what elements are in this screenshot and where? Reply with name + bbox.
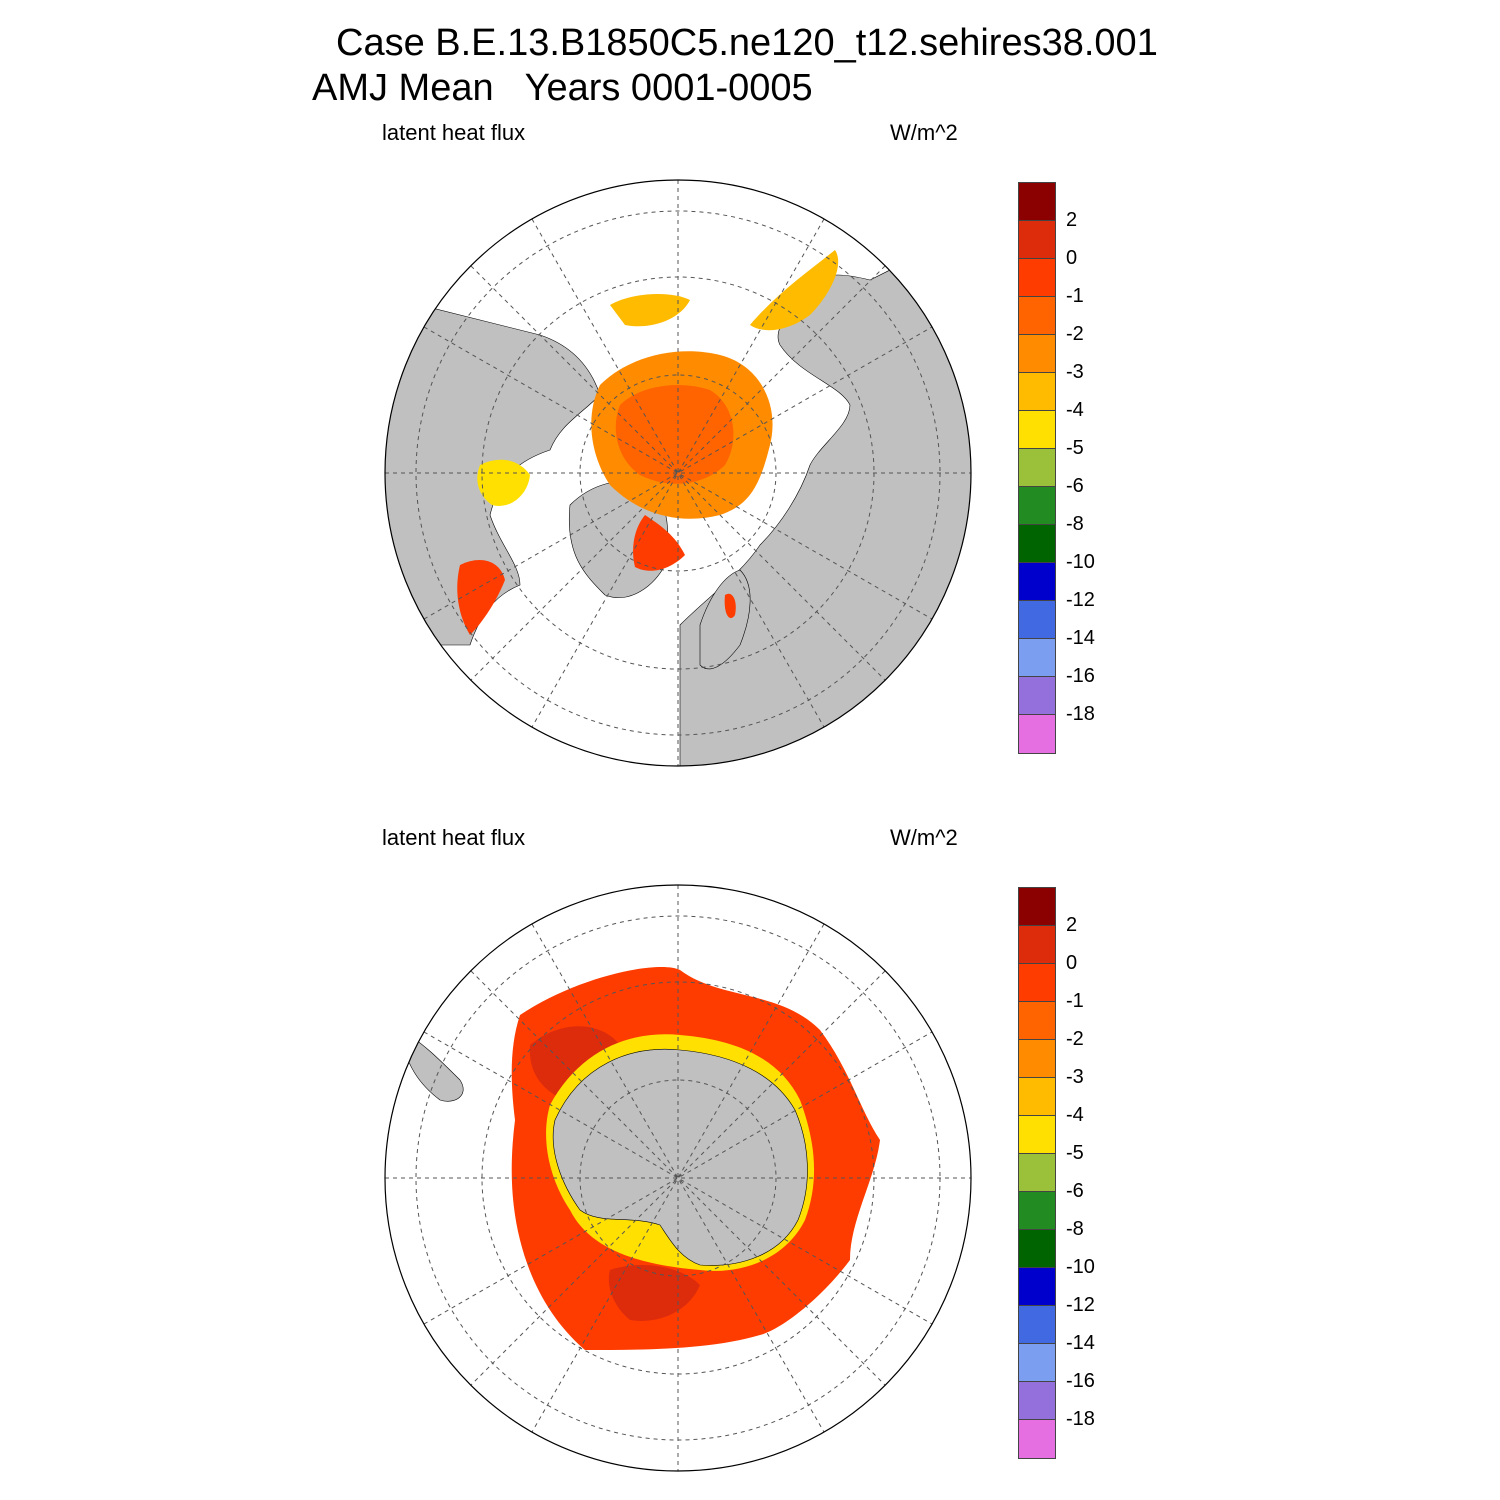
- colorbar-tick-label: -2: [1066, 323, 1084, 345]
- colorbar-swatch: [1019, 601, 1055, 639]
- south-polar-panel: latent heat flux W/m^2 2: [0, 705, 1500, 1472]
- graticule: [385, 885, 971, 1471]
- figure-title-line1: Case B.E.13.B1850C5.ne120_t12.sehires38.…: [336, 22, 1158, 64]
- graticule: [385, 180, 971, 766]
- colorbar-swatch: [1019, 183, 1055, 221]
- colorbar-tick-label: 0: [1066, 247, 1078, 269]
- colorbar-tick-label: -1: [1066, 990, 1084, 1012]
- scandinavia-land: [699, 569, 751, 670]
- figure-title-line2: AMJ Mean Years 0001-0005: [312, 67, 813, 109]
- north-polar-panel: latent heat flux W/m^2: [0, 0, 1500, 767]
- colorbar-tick-label: -5: [1066, 437, 1084, 459]
- colorbar-swatch: [1019, 1154, 1055, 1192]
- colorbar-swatch: [1019, 411, 1055, 449]
- ross-flux: [608, 1265, 700, 1321]
- units-label: W/m^2: [890, 825, 958, 850]
- colorbar-tick-label: 2: [1066, 209, 1078, 231]
- colorbar-swatch: [1019, 1040, 1055, 1078]
- colorbar-swatch: [1019, 715, 1055, 753]
- units-label: W/m^2: [890, 120, 958, 145]
- colorbar-tick-label: -4: [1066, 1104, 1084, 1126]
- colorbar-tick-label: -14: [1066, 1332, 1095, 1354]
- colorbar-swatch: [1019, 259, 1055, 297]
- north-polar-map: [384, 179, 972, 767]
- colorbar-tick-label: -18: [1066, 703, 1095, 725]
- colorbar-tick-label: -1: [1066, 285, 1084, 307]
- colorbar-tick-label: -18: [1066, 1408, 1095, 1430]
- colorbar-swatch: [1019, 926, 1055, 964]
- barents-flux: [633, 515, 685, 571]
- colorbar-swatch: [1019, 677, 1055, 715]
- colorbar-swatch: [1019, 1116, 1055, 1154]
- colorbar-tick-label: -6: [1066, 1180, 1084, 1202]
- central-arctic-flux: [615, 385, 734, 484]
- colorbar-swatch: [1019, 1078, 1055, 1116]
- colorbar-swatch: [1019, 1002, 1055, 1040]
- variable-label: latent heat flux: [382, 120, 526, 145]
- colorbar-tick-label: -12: [1066, 589, 1095, 611]
- colorbar: [1018, 887, 1056, 1459]
- colorbar-swatch: [1019, 1306, 1055, 1344]
- colorbar-swatch: [1019, 1382, 1055, 1420]
- variable-label: latent heat flux: [382, 825, 526, 850]
- colorbar-tick-label: -10: [1066, 551, 1095, 573]
- colorbar-tick-label: -8: [1066, 513, 1084, 535]
- colorbar-tick-label: -12: [1066, 1294, 1095, 1316]
- colorbar-swatch: [1019, 1192, 1055, 1230]
- antarctica-land: [552, 1048, 808, 1266]
- colorbar-swatch: [1019, 1230, 1055, 1268]
- colorbar-tick-label: -10: [1066, 1256, 1095, 1278]
- colorbar-tick-label: -16: [1066, 665, 1095, 687]
- colorbar-swatch: [1019, 221, 1055, 259]
- colorbar-tick-label: 0: [1066, 952, 1078, 974]
- colorbar-tick-label: -3: [1066, 1066, 1084, 1088]
- colorbar-swatch: [1019, 1268, 1055, 1306]
- colorbar-tick-label: -4: [1066, 399, 1084, 421]
- colorbar-swatch: [1019, 563, 1055, 601]
- colorbar-tick-label: -5: [1066, 1142, 1084, 1164]
- labrador-flux: [457, 560, 505, 635]
- colorbar-swatch: [1019, 449, 1055, 487]
- colorbar-tick-label: -2: [1066, 1028, 1084, 1050]
- colorbar-swatch: [1019, 1420, 1055, 1458]
- colorbar-swatch: [1019, 964, 1055, 1002]
- colorbar-swatch: [1019, 373, 1055, 411]
- colorbar-tick-label: -8: [1066, 1218, 1084, 1240]
- map-boundary: [384, 884, 972, 1472]
- colorbar-swatch: [1019, 335, 1055, 373]
- colorbar-swatch: [1019, 525, 1055, 563]
- colorbar: [1018, 182, 1056, 754]
- map-boundary: [384, 179, 972, 767]
- bering-flux: [610, 293, 690, 327]
- hudson-bay-flux: [477, 459, 530, 506]
- colorbar-tick-label: -3: [1066, 361, 1084, 383]
- south-polar-map: [384, 884, 972, 1472]
- colorbar-swatch: [1019, 487, 1055, 525]
- colorbar-swatch: [1019, 888, 1055, 926]
- colorbar-tick-label: 2: [1066, 914, 1078, 936]
- colorbar-swatch: [1019, 297, 1055, 335]
- colorbar-tick-label: -14: [1066, 627, 1095, 649]
- colorbar-swatch: [1019, 639, 1055, 677]
- colorbar-tick-label: -6: [1066, 475, 1084, 497]
- baltic-flux: [724, 593, 736, 619]
- colorbar-tick-label: -16: [1066, 1370, 1095, 1392]
- colorbar-swatch: [1019, 1344, 1055, 1382]
